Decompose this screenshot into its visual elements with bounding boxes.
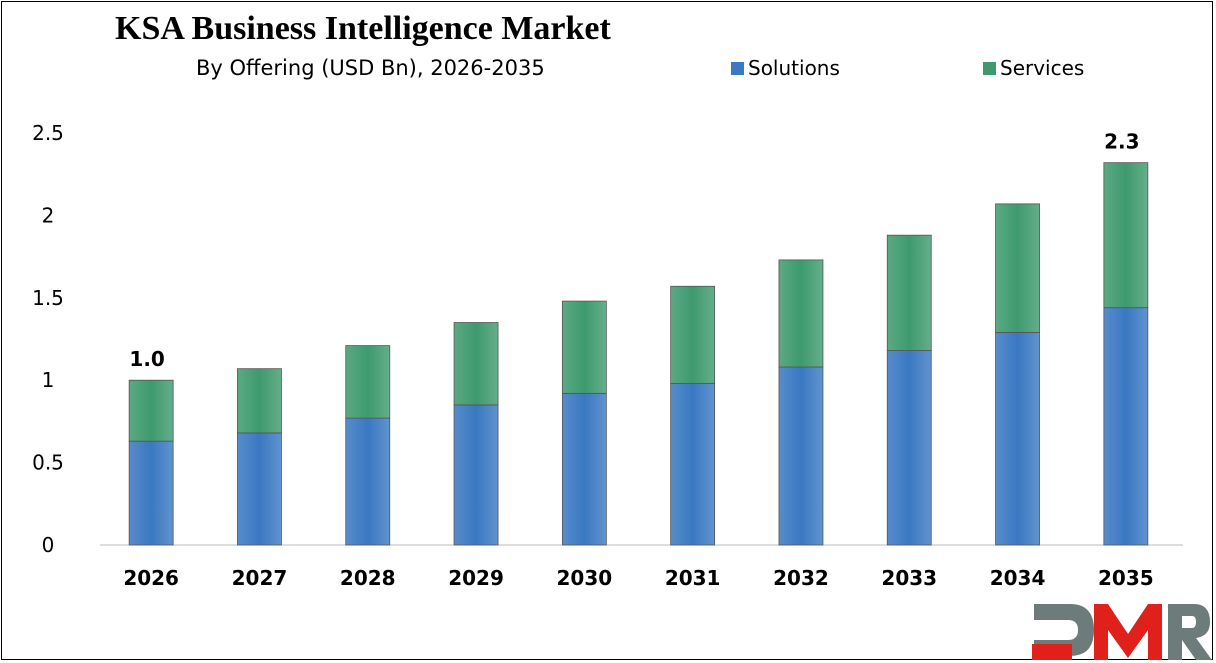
dmr-logo	[1032, 600, 1212, 660]
bar-solutions-2031	[670, 383, 716, 546]
y-tick-label: 2	[42, 203, 55, 227]
bar-solutions-2033	[886, 350, 932, 546]
bar-solutions-2034	[995, 332, 1040, 546]
legend-swatch-solutions	[731, 61, 744, 75]
bar-services-2034	[995, 203, 1040, 333]
bar-solutions-2027	[237, 432, 282, 546]
bar-services-2030	[561, 300, 607, 394]
bar-solutions-2032	[778, 366, 824, 546]
data-label: 2.3	[1104, 130, 1139, 154]
x-tick-label: 2033	[881, 566, 937, 590]
legend-label-services: Services	[1000, 56, 1085, 80]
x-tick-label: 2030	[557, 566, 613, 590]
legend-services: Services	[983, 56, 1084, 80]
bar-services-2027	[237, 368, 282, 434]
x-tick-label: 2028	[340, 566, 396, 590]
chart-subtitle: By Offering (USD Bn), 2026-2035	[196, 56, 545, 80]
bar-services-2026	[128, 379, 174, 442]
x-tick-label: 2032	[773, 566, 829, 590]
x-tick-label: 2029	[448, 566, 504, 590]
legend-swatch-services	[983, 61, 996, 75]
x-tick-label: 2027	[232, 566, 288, 590]
bar-solutions-2029	[453, 404, 499, 546]
y-tick-label: 0	[42, 533, 55, 557]
bar-solutions-2035	[1103, 307, 1149, 546]
data-label: 1.0	[129, 347, 164, 371]
x-tick-label: 2034	[990, 566, 1046, 590]
bar-solutions-2030	[561, 392, 607, 546]
legend-label-solutions: Solutions	[748, 56, 840, 80]
bar-solutions-2028	[345, 417, 391, 546]
bar-solutions-2026	[128, 440, 174, 546]
y-tick-label: 2.5	[32, 121, 64, 145]
y-tick-label: 1.5	[32, 286, 64, 310]
y-tick-label: 0.5	[32, 451, 64, 475]
legend-solutions: Solutions	[731, 56, 840, 80]
bar-services-2031	[670, 285, 716, 384]
chart-title: KSA Business Intelligence Market	[115, 10, 611, 47]
x-tick-label: 2031	[665, 566, 721, 590]
bar-services-2032	[778, 259, 824, 368]
x-tick-label: 2026	[123, 566, 179, 590]
bar-services-2035	[1103, 162, 1149, 309]
bar-services-2029	[453, 322, 499, 406]
x-tick-label: 2035	[1098, 566, 1154, 590]
bar-services-2028	[345, 345, 391, 419]
bar-services-2033	[886, 234, 932, 351]
y-tick-label: 1	[42, 368, 55, 392]
